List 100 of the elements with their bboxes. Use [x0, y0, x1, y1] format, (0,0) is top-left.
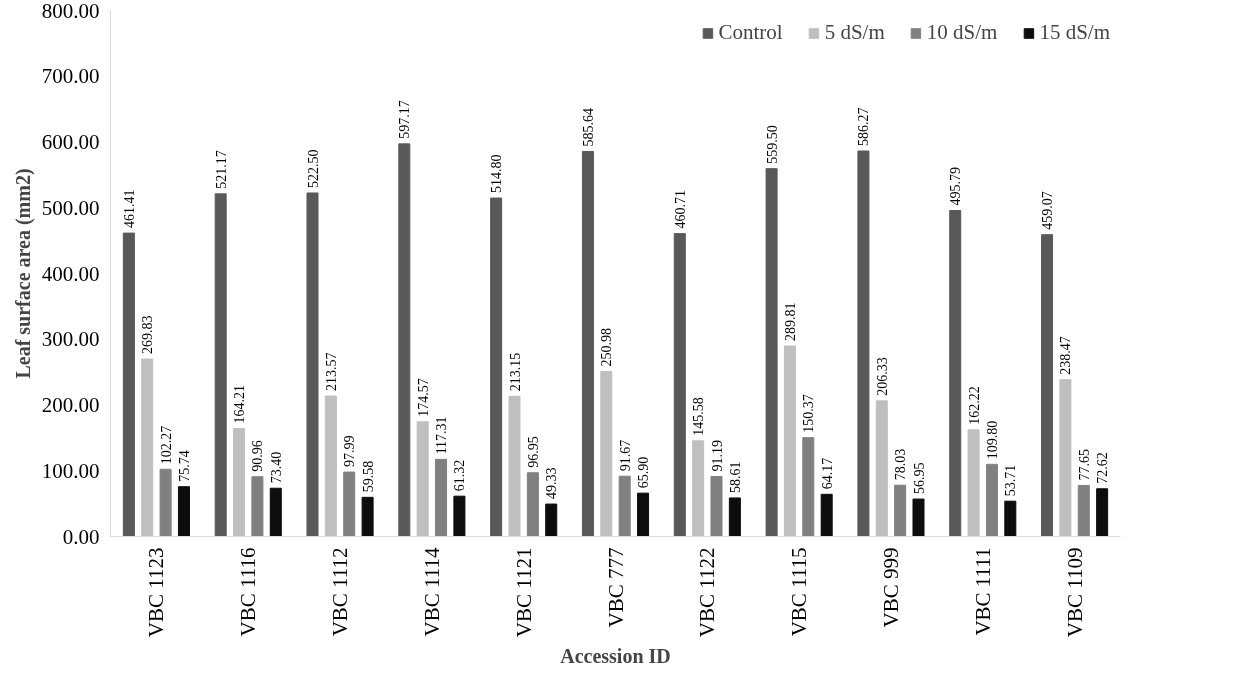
bar: [949, 210, 962, 537]
bar: [526, 472, 539, 537]
data-label: 59.58: [360, 460, 376, 493]
bar: [581, 150, 594, 537]
bar: [435, 458, 448, 537]
data-label: 96.95: [525, 436, 541, 468]
bar: [912, 498, 925, 537]
data-label: 53.71: [1003, 464, 1019, 497]
x-tick-label: VBC 1122: [695, 547, 720, 638]
bar: [875, 400, 888, 537]
bar: [122, 232, 135, 537]
bar: [490, 197, 503, 537]
bar: [894, 484, 907, 537]
legend-label: 15 dS/m: [1039, 20, 1110, 45]
bar: [802, 437, 815, 537]
bar: [453, 495, 466, 537]
data-label: 213.15: [507, 352, 523, 392]
data-label: 75.74: [176, 450, 192, 482]
data-label: 206.33: [874, 357, 890, 396]
legend-label: 5 dS/m: [824, 20, 885, 45]
data-label: 58.61: [727, 461, 743, 493]
bar: [673, 233, 686, 537]
data-label: 117.31: [434, 416, 450, 455]
x-tick-label: VBC 1115: [787, 547, 812, 637]
data-label: 64.17: [819, 457, 835, 490]
data-label: 174.57: [415, 378, 431, 417]
x-tick-label: VBC 1114: [419, 547, 444, 637]
data-label: 56.95: [911, 462, 927, 495]
bar: [545, 503, 558, 537]
x-tick-label: VBC 1121: [511, 547, 536, 638]
bar: [857, 150, 870, 537]
legend-label: Control: [718, 20, 783, 45]
bar: [1077, 484, 1090, 537]
data-label: 269.83: [140, 315, 156, 355]
data-label: 77.65: [1076, 448, 1092, 481]
bar: [251, 476, 264, 537]
bar: [728, 497, 741, 537]
data-label: 461.41: [121, 189, 137, 229]
data-label: 61.32: [452, 459, 468, 492]
bar: [985, 463, 998, 537]
bar: [343, 471, 356, 537]
bar: [508, 395, 521, 537]
data-label: 145.58: [691, 397, 707, 436]
bar: [600, 370, 613, 537]
bar: [159, 468, 172, 537]
bar: [324, 395, 337, 537]
data-label: 164.21: [232, 385, 248, 424]
data-label: 90.96: [250, 440, 266, 472]
bar: [710, 476, 723, 537]
bar: [416, 421, 429, 537]
data-label: 109.80: [984, 420, 1000, 460]
data-label: 514.80: [489, 154, 505, 194]
data-label: 72.62: [1095, 452, 1111, 484]
data-label: 597.17: [397, 100, 413, 139]
bar: [1004, 500, 1017, 537]
data-label: 289.81: [782, 302, 798, 341]
data-label: 213.57: [323, 352, 339, 392]
data-label: 162.22: [966, 386, 982, 425]
data-label: 91.67: [617, 439, 633, 472]
bar: [306, 192, 319, 537]
y-tick-label: 600.00: [41, 130, 100, 154]
bar: [1096, 488, 1109, 537]
bar: [214, 193, 227, 537]
data-label: 586.27: [856, 107, 872, 147]
data-label: 521.17: [213, 150, 229, 189]
bar: [141, 358, 154, 537]
bar: [269, 487, 282, 537]
bar: [618, 475, 631, 537]
data-label: 522.50: [305, 149, 321, 188]
data-label: 559.50: [764, 125, 780, 164]
data-label: 91.19: [709, 440, 725, 472]
data-label: 250.98: [599, 327, 615, 367]
data-label: 459.07: [1040, 191, 1056, 230]
x-tick-label: VBC 1116: [236, 547, 261, 637]
bar: [783, 345, 796, 537]
bar: [820, 493, 833, 537]
bar: [398, 143, 411, 537]
bar: [692, 440, 705, 537]
x-tick-label: VBC 1109: [1062, 547, 1087, 638]
x-axis-title: Accession ID: [560, 645, 671, 668]
data-label: 585.64: [580, 107, 596, 147]
y-tick-label: 100.00: [41, 458, 100, 483]
data-label: 495.79: [948, 167, 964, 206]
y-tick-label: 800.00: [41, 0, 100, 23]
bar: [765, 168, 778, 537]
data-label: 238.47: [1058, 336, 1074, 375]
bar: [233, 428, 246, 537]
bar: [967, 429, 980, 537]
bar: [1041, 234, 1054, 537]
y-axis-title: Leaf surface area (mm2): [11, 168, 35, 379]
y-tick-label: 300.00: [41, 327, 100, 352]
x-tick-label: VBC 1111: [970, 547, 995, 636]
data-label: 460.71: [672, 190, 688, 229]
bar: [637, 492, 650, 537]
data-label: 102.27: [158, 425, 174, 465]
bar: [361, 496, 374, 537]
data-label: 97.99: [342, 435, 358, 468]
bar: [1059, 379, 1072, 537]
data-label: 65.90: [636, 456, 652, 489]
x-tick-label: VBC 999: [878, 547, 903, 628]
